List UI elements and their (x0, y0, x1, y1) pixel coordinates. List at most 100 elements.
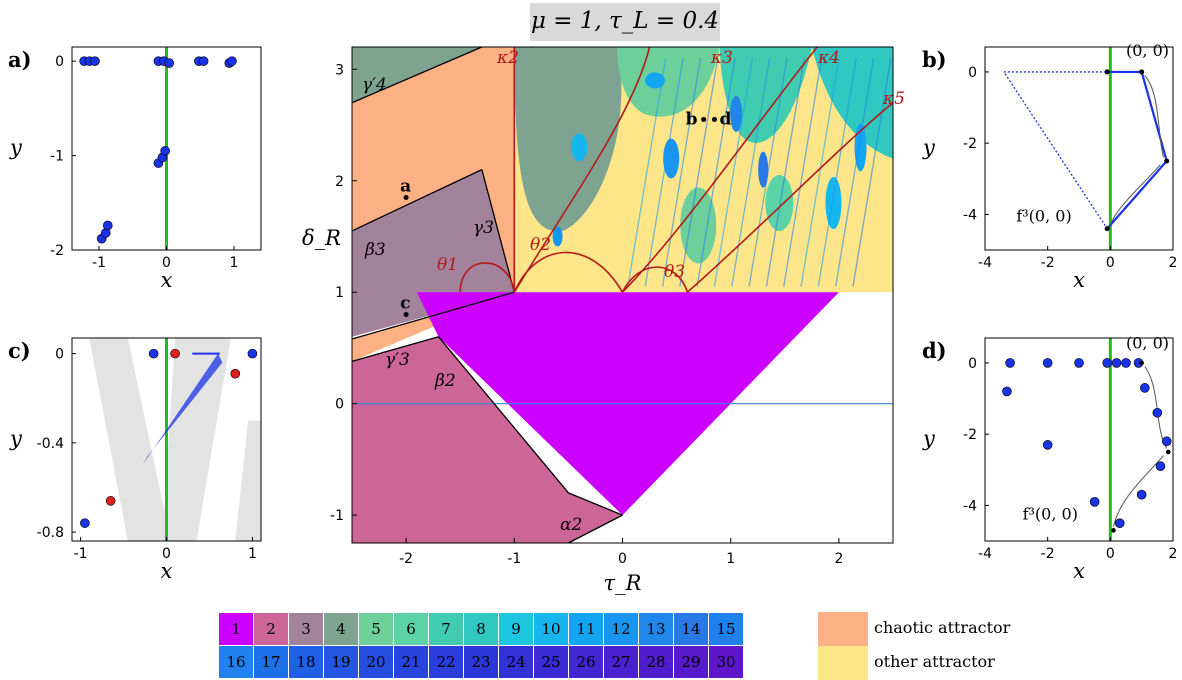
other-label: other attractor (874, 652, 995, 671)
legend-cell: 6 (393, 612, 429, 646)
annotation-bottom: f³(0, 0) (1016, 207, 1071, 226)
panel-tag: c) (8, 338, 31, 363)
point-label: b (686, 109, 698, 129)
panel-d: (0, 0) f³(0, 0) -4 -2 0 2 0 -2 -4 x y d) (922, 334, 1177, 583)
legend-cell: 20 (358, 645, 394, 679)
fine-stripe (627, 58, 667, 287)
y-tick-label: -2 (50, 243, 64, 259)
blue-patch (730, 95, 743, 132)
data-point (1152, 407, 1163, 418)
point-label: d (719, 109, 731, 129)
blue-patch (644, 72, 665, 89)
kappa4-curve (621, 46, 818, 293)
orbit-vertex (1104, 69, 1110, 75)
y-tick-label: 0 (55, 347, 64, 363)
legend-cell: 24 (498, 645, 534, 679)
legend-cell: 11 (568, 612, 604, 646)
theta3-curve (621, 266, 689, 293)
region-label: κ2 (496, 48, 519, 68)
orbit-vertex (1104, 226, 1110, 232)
legend-cell: 9 (498, 612, 534, 646)
period-legend: 1 2 3 4 5 6 7 8 9 10 11 12 13 14 15 16 17 18 19 20 21 22 23 24… (218, 612, 744, 679)
region-label: γ′4 (362, 75, 387, 95)
region-label: θ2 (530, 235, 551, 255)
fine-stripe (834, 58, 875, 287)
y-tick-label: -2 (963, 136, 977, 152)
panel-tag: d) (922, 338, 947, 363)
data-point (1042, 358, 1053, 368)
kappa5-curve (686, 102, 894, 293)
x-tick-label: -1 (92, 255, 106, 271)
x-tick-label: -2 (1041, 546, 1055, 562)
x-tick-label: -1 (74, 546, 88, 562)
legend-cell: 19 (323, 645, 359, 679)
legend-cell: 28 (638, 645, 674, 679)
data-point-red (170, 348, 180, 359)
blue-patch (854, 123, 867, 172)
title-box (530, 3, 720, 41)
region-label: β2 (434, 371, 456, 391)
legend-cell: 30 (708, 645, 744, 679)
legend-cell: 5 (358, 612, 394, 646)
data-point (1155, 461, 1166, 472)
fine-stripe (748, 58, 788, 287)
data-point (1074, 358, 1084, 368)
point-label: c (400, 294, 410, 314)
y-tick-label: 3 (335, 62, 344, 78)
legend-cell: 15 (708, 612, 744, 646)
region-label: γ3 (473, 218, 494, 238)
data-point (1140, 383, 1150, 393)
blue-patch (758, 151, 769, 188)
fine-stripe (679, 58, 719, 287)
y-axis-label: y (9, 427, 23, 451)
y-tick-label: -4 (963, 498, 977, 514)
region-layer (352, 47, 893, 543)
data-point (90, 56, 100, 66)
data-point (164, 58, 174, 68)
y-axis-label: y (9, 136, 23, 160)
point-label: a (400, 176, 411, 196)
orbit-vertex (1166, 449, 1171, 455)
x-tick-label: -2 (1041, 255, 1055, 271)
x-axis-label: x (161, 559, 173, 583)
y-tick-label: -2 (963, 427, 977, 443)
legend-cell: 16 (218, 645, 254, 679)
orbit-line (1003, 71, 1168, 230)
data-point (1161, 436, 1172, 447)
blue-patch (825, 177, 842, 230)
gray-region (235, 420, 261, 541)
legend-cell: 13 (638, 612, 674, 646)
fine-stripe (644, 58, 684, 287)
data-point (1136, 489, 1147, 500)
annotation-top: (0, 0) (1126, 334, 1169, 353)
annotation-bottom: f³(0, 0) (1023, 505, 1078, 524)
region-label: κ3 (710, 48, 733, 68)
legend-cell: 14 (673, 612, 709, 646)
chaotic-attractor (142, 353, 223, 466)
marker-point (403, 312, 409, 318)
panel-tag: b) (922, 47, 947, 72)
panel-a: -1 0 1 0 -1 -2 x y a) (8, 46, 262, 292)
region-5-oval (680, 187, 717, 264)
x-axis-label: x (1073, 559, 1085, 583)
legend-cell: 25 (533, 645, 569, 679)
fine-stripe (817, 58, 857, 287)
region-label: α2 (560, 515, 582, 535)
y-tick-label: -4 (963, 207, 977, 223)
orbit-vertex (1139, 69, 1145, 75)
boundary-line (351, 336, 439, 362)
panel-c: -1 0 1 0 -0.4 -0.8 x y c) (8, 337, 262, 583)
legend-cell: 12 (603, 612, 639, 646)
marker-point (711, 116, 717, 122)
arrow-path (1109, 164, 1161, 226)
data-point (102, 220, 113, 231)
gray-region (89, 338, 171, 541)
legend-cell: 27 (603, 645, 639, 679)
data-point (1102, 358, 1112, 368)
x-tick-label: 1 (726, 551, 735, 567)
fine-stripe (696, 58, 736, 287)
legend-cell: 18 (288, 645, 324, 679)
y-tick-label: 0 (968, 65, 977, 81)
data-point (148, 348, 159, 359)
